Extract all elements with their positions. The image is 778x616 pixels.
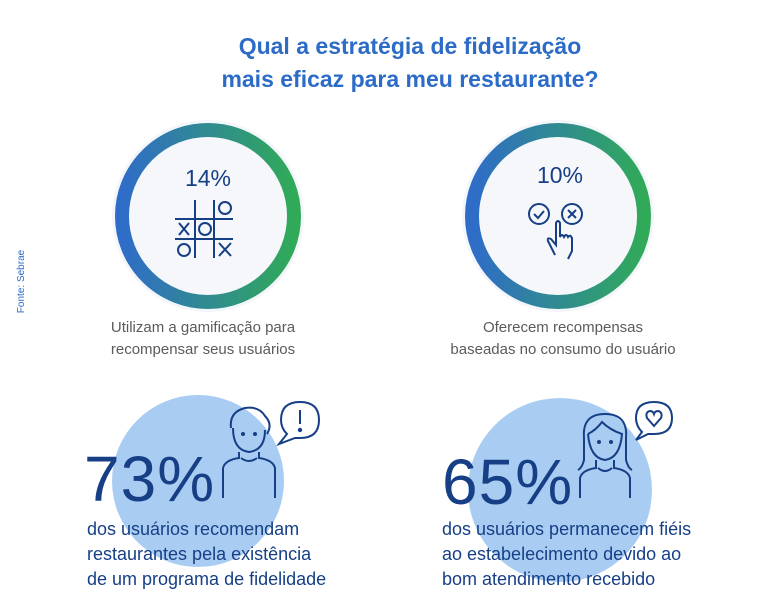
description-line: de um programa de fidelidade [87,569,327,589]
title-line-2: mais eficaz para meu restaurante? [221,66,599,92]
stat-ring-gamification [112,120,304,312]
stat-ring-rewards [462,120,654,312]
stat-value-recommend: 73% [84,443,216,515]
background-circle [112,395,284,567]
caption-rewards: Oferecem recompensas baseadas no consumo… [403,317,723,361]
stat-value-rewards: 10% [536,162,584,188]
stat-value-gamification: 14% [184,165,232,191]
stat-value-loyal: 65% [442,446,574,518]
caption-line: Oferecem recompensas [482,319,644,336]
description-line: dos usuários permanecem fiéis [442,519,692,539]
background-circle [468,398,652,582]
description-line: restaurantes pela existência [87,544,312,564]
tic-tac-toe-icon [175,200,233,258]
stat-description-loyal: dos usuários permanecem fiéis ao estabel… [442,517,691,592]
caption-line: Utilizam a gamificação para [110,319,296,336]
woman-heart-icon [577,400,674,498]
source-label: Fonte: Sebrae [16,249,28,314]
description-line: dos usuários recomendam [87,519,300,539]
caption-gamification: Utilizam a gamificação para recompensar … [43,317,363,361]
description-line: bom atendimento recebido [442,569,656,589]
man-exclamation-icon [222,400,321,498]
caption-line: baseadas no consumo do usuário [450,341,676,358]
description-line: ao estabelecimento devido ao [442,544,682,564]
title-line-1: Qual a estratégia de fidelização [238,33,582,59]
caption-line: recompensar seus usuários [110,341,296,358]
stat-description-recommend: dos usuários recomendam restaurantes pel… [87,517,326,592]
page-title: Qual a estratégia de fidelização mais ef… [0,30,778,96]
check-cross-tap-icon [528,203,583,260]
